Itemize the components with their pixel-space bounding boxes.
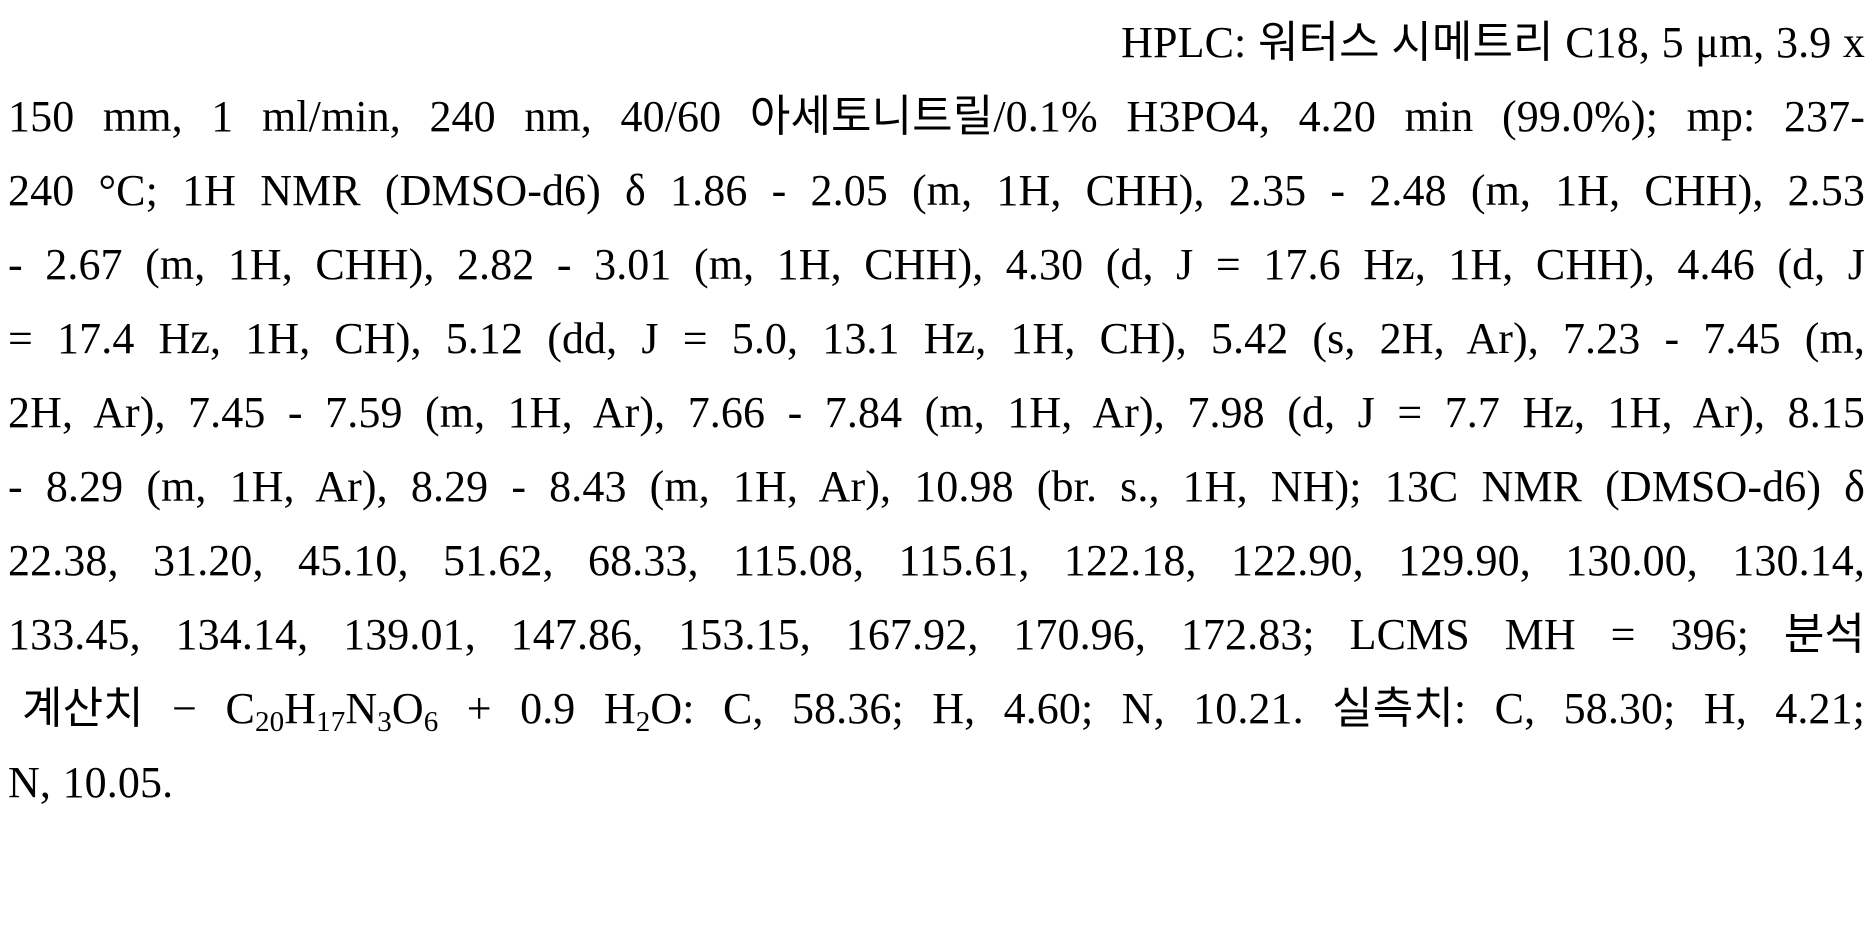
text-line-9: 133.45, 134.14, 139.01, 147.86, 153.15, … [8, 598, 1865, 672]
text-line-5: = 17.4 Hz, 1H, CH), 5.12 (dd, J = 5.0, 1… [8, 302, 1865, 376]
formula-sub-n: 3 [377, 706, 392, 738]
text-line-4: - 2.67 (m, 1H, CHH), 2.82 - 3.01 (m, 1H,… [8, 228, 1865, 302]
document-page: HPLC: 워터스 시메트리 C18, 5 μm, 3.9 x 150 mm, … [0, 0, 1873, 943]
formula-suffix: O: C, 58.36; H, 4.60; N, 10.21. 실측치: C, … [650, 684, 1865, 733]
formula-n: N [345, 684, 377, 733]
text-line-6: 2H, Ar), 7.45 - 7.59 (m, 1H, Ar), 7.66 -… [8, 376, 1865, 450]
text-line-2: 150 mm, 1 ml/min, 240 nm, 40/60 아세토니트릴/0… [8, 80, 1865, 154]
formula-sub-o: 6 [424, 706, 439, 738]
text-line-10-formula: 계산치 − C20H17N3O6 + 0.9 H2O: C, 58.36; H,… [8, 672, 1865, 746]
analysis-paragraph: HPLC: 워터스 시메트리 C18, 5 μm, 3.9 x 150 mm, … [8, 6, 1865, 820]
text-line-3: 240 °C; 1H NMR (DMSO-d6) δ 1.86 - 2.05 (… [8, 154, 1865, 228]
text-line-1: HPLC: 워터스 시메트리 C18, 5 μm, 3.9 x [8, 6, 1865, 80]
text-line-11: N, 10.05. [8, 746, 1865, 820]
formula-sub-h: 17 [316, 706, 345, 738]
text-line-7: - 8.29 (m, 1H, Ar), 8.29 - 8.43 (m, 1H, … [8, 450, 1865, 524]
text-line-8: 22.38, 31.20, 45.10, 51.62, 68.33, 115.0… [8, 524, 1865, 598]
formula-water-prefix: + 0.9 H [438, 684, 635, 733]
formula-prefix: 계산치 − C [22, 684, 255, 733]
formula-h: H [284, 684, 316, 733]
formula-sub-water: 2 [636, 706, 651, 738]
formula-sub-c: 20 [255, 706, 284, 738]
document-text-block: HPLC: 워터스 시메트리 C18, 5 μm, 3.9 x 150 mm, … [8, 6, 1865, 820]
formula-o: O [392, 684, 424, 733]
